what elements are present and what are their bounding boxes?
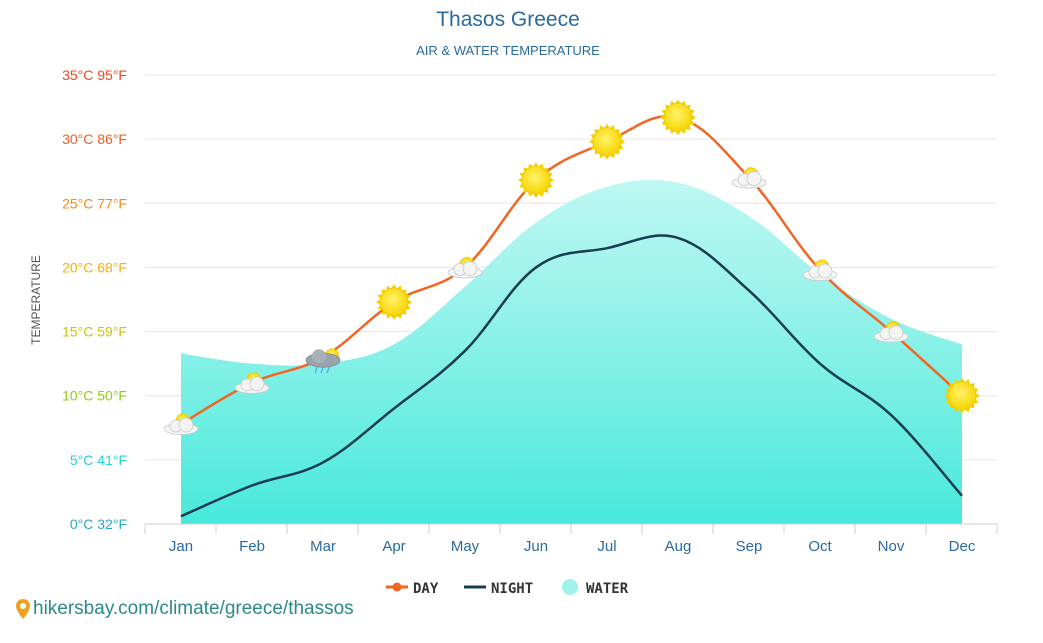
water-area-layer [181, 179, 962, 524]
legend-water-marker [562, 579, 578, 595]
source-link[interactable]: hikersbay.com/climate/greece/thassos [16, 598, 354, 620]
legend-day-marker [392, 582, 402, 592]
y-tick-label: 15°C 59°F [62, 324, 127, 340]
x-tick-label: Mar [310, 538, 336, 555]
y-tick-labels: 0°C 32°F 5°C 41°F 10°C 50°F 15°C 59°F 20°C 6… [62, 67, 127, 532]
sun-disc [592, 127, 622, 157]
rain-drop [320, 367, 324, 374]
chart-title: Thasos Greece [436, 8, 580, 31]
cloud-puff [178, 417, 194, 433]
x-tick-label: Sep [736, 538, 763, 555]
y-tick-label: 0°C 32°F [70, 516, 127, 532]
partly-cloudy-icon [731, 166, 767, 189]
sun-disc [663, 102, 693, 132]
legend-day-label: DAY [413, 581, 439, 597]
sun-disc [947, 381, 977, 411]
y-axis-label: TEMPERATURE [29, 255, 43, 345]
sun-icon [660, 99, 696, 136]
night-line [180, 234, 963, 518]
x-tick-label: Jan [169, 538, 193, 555]
sun-icon [944, 377, 980, 414]
legend-item-night[interactable]: NIGHT [464, 581, 533, 597]
sun-disc [521, 165, 551, 195]
rain-drop [326, 367, 330, 374]
y-tick-label: 10°C 50°F [62, 388, 127, 404]
legend[interactable]: DAY NIGHT WATER [386, 579, 629, 597]
y-tick-label: 25°C 77°F [62, 195, 127, 211]
partly-cloudy-icon [234, 371, 270, 394]
legend-item-day[interactable]: DAY [386, 581, 439, 597]
x-tick-label: Nov [878, 538, 905, 555]
x-tick-label: May [451, 538, 480, 555]
rain-icon [305, 347, 341, 374]
partly-cloudy-icon [447, 256, 483, 279]
x-axis: Jan Feb Mar Apr May Jun Jul Aug Sep Oct Nov Dec [144, 523, 998, 555]
y-tick-label: 5°C 41°F [70, 452, 127, 468]
x-tick-label: Jul [597, 538, 616, 555]
partly-cloudy-icon [163, 412, 199, 435]
cloud-puff [462, 261, 478, 276]
x-tick-label: Dec [949, 538, 976, 555]
sun-icon [518, 162, 554, 199]
sun-icon [589, 123, 625, 160]
cloud-puff [249, 376, 265, 392]
legend-item-water[interactable]: WATER [562, 579, 629, 597]
sun-disc [379, 287, 409, 317]
x-tick-label: Oct [808, 538, 832, 555]
partly-cloudy-icon [873, 320, 909, 343]
water-area [181, 179, 962, 524]
cloud-puff [746, 171, 762, 187]
rain-cloud-puff [312, 349, 326, 364]
y-tick-label: 35°C 95°F [62, 67, 127, 83]
cloud-puff [888, 325, 904, 340]
rain-drop [314, 367, 318, 374]
sun-icon [376, 284, 412, 320]
x-tick-label: Aug [665, 538, 692, 555]
legend-night-label: NIGHT [491, 581, 533, 597]
y-tick-label: 20°C 68°F [62, 259, 127, 275]
weather-icons-layer [163, 99, 980, 435]
night-line-layer [180, 234, 963, 518]
x-tick-label: Jun [524, 538, 548, 555]
partly-cloudy-icon [802, 258, 838, 281]
source-link-text[interactable]: hikersbay.com/climate/greece/thassos [33, 598, 354, 619]
y-tick-label: 30°C 86°F [62, 131, 127, 147]
x-tick-label: Feb [239, 538, 265, 555]
x-tick-label: Apr [382, 538, 405, 555]
location-pin-icon [16, 599, 30, 619]
chart-subtitle: AIR & WATER TEMPERATURE [416, 43, 600, 58]
cloud-puff [817, 263, 833, 279]
legend-water-label: WATER [586, 581, 629, 597]
